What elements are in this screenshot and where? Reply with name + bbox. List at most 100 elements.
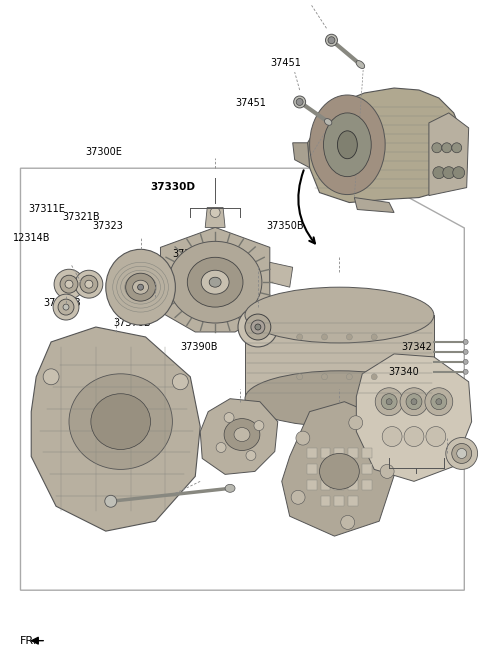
Bar [321, 449, 330, 459]
Circle shape [105, 495, 117, 507]
Ellipse shape [187, 258, 243, 307]
Ellipse shape [201, 270, 229, 294]
Circle shape [463, 369, 468, 374]
Bar [348, 464, 358, 474]
Circle shape [297, 334, 302, 340]
Circle shape [442, 143, 452, 152]
Text: FR.: FR. [20, 635, 37, 646]
Circle shape [246, 451, 256, 461]
Polygon shape [200, 399, 278, 474]
Ellipse shape [69, 374, 172, 469]
Circle shape [349, 416, 363, 430]
Text: 37370B: 37370B [114, 318, 151, 328]
Ellipse shape [324, 119, 332, 125]
Ellipse shape [224, 419, 260, 451]
Circle shape [53, 294, 79, 320]
Circle shape [436, 399, 442, 405]
Polygon shape [160, 227, 270, 332]
Circle shape [404, 426, 424, 447]
Circle shape [371, 334, 377, 340]
Ellipse shape [328, 37, 335, 44]
Circle shape [238, 307, 278, 347]
Bar [335, 464, 344, 474]
Circle shape [400, 388, 428, 416]
Circle shape [60, 275, 78, 293]
Ellipse shape [209, 277, 221, 287]
Bar [307, 449, 316, 459]
Circle shape [245, 314, 271, 340]
Text: 37300E: 37300E [85, 147, 122, 157]
Text: 36184E: 36184E [105, 432, 142, 442]
Text: 37323: 37323 [92, 221, 123, 231]
Circle shape [386, 399, 392, 405]
Ellipse shape [320, 453, 360, 489]
Circle shape [380, 464, 394, 478]
Circle shape [453, 167, 465, 179]
Circle shape [463, 340, 468, 344]
Bar [348, 449, 358, 459]
Ellipse shape [310, 95, 385, 194]
Ellipse shape [356, 60, 365, 68]
Text: 37311E: 37311E [28, 204, 65, 214]
Text: 37451: 37451 [236, 98, 266, 108]
Polygon shape [282, 401, 397, 536]
Bar [307, 480, 316, 490]
Circle shape [63, 304, 69, 310]
Ellipse shape [296, 99, 303, 105]
Text: 37350B: 37350B [266, 221, 304, 231]
Circle shape [322, 334, 327, 340]
Ellipse shape [225, 484, 235, 492]
Ellipse shape [245, 287, 434, 343]
Text: 37321B: 37321B [63, 212, 100, 221]
Circle shape [291, 490, 305, 505]
Polygon shape [270, 262, 293, 287]
Circle shape [43, 369, 59, 385]
Circle shape [375, 388, 403, 416]
Circle shape [322, 374, 327, 380]
Circle shape [80, 275, 98, 293]
Circle shape [216, 443, 226, 453]
Text: 37330D: 37330D [151, 182, 196, 193]
Bar [362, 480, 372, 490]
Bar [335, 480, 344, 490]
Circle shape [406, 394, 422, 410]
Circle shape [224, 413, 234, 422]
Text: 12314B: 12314B [12, 233, 50, 243]
Circle shape [254, 420, 264, 430]
Circle shape [431, 394, 447, 410]
Bar [362, 464, 372, 474]
Circle shape [210, 208, 220, 217]
Bar [307, 464, 316, 474]
Ellipse shape [132, 280, 148, 294]
Ellipse shape [294, 96, 306, 108]
Bar [321, 480, 330, 490]
Bar [335, 449, 344, 459]
Bar [348, 496, 358, 507]
Polygon shape [308, 88, 467, 202]
Circle shape [371, 374, 377, 380]
Circle shape [85, 280, 93, 288]
Polygon shape [205, 208, 225, 227]
Circle shape [251, 320, 265, 334]
Ellipse shape [245, 371, 434, 426]
Circle shape [341, 515, 355, 530]
Ellipse shape [138, 284, 144, 290]
Circle shape [382, 426, 402, 447]
Circle shape [457, 449, 467, 459]
Bar [362, 449, 372, 459]
Ellipse shape [234, 428, 250, 442]
Circle shape [426, 426, 446, 447]
Text: 37390B: 37390B [180, 342, 218, 351]
Bar [321, 496, 330, 507]
Text: 37367B: 37367B [44, 298, 81, 308]
Text: 37342: 37342 [401, 342, 432, 351]
Circle shape [463, 359, 468, 365]
Circle shape [296, 431, 310, 445]
Bar [348, 480, 358, 490]
Circle shape [411, 399, 417, 405]
Ellipse shape [168, 241, 262, 323]
Text: 37451: 37451 [270, 58, 301, 68]
Text: 37334: 37334 [172, 249, 203, 259]
Polygon shape [293, 143, 310, 168]
Circle shape [443, 167, 455, 179]
